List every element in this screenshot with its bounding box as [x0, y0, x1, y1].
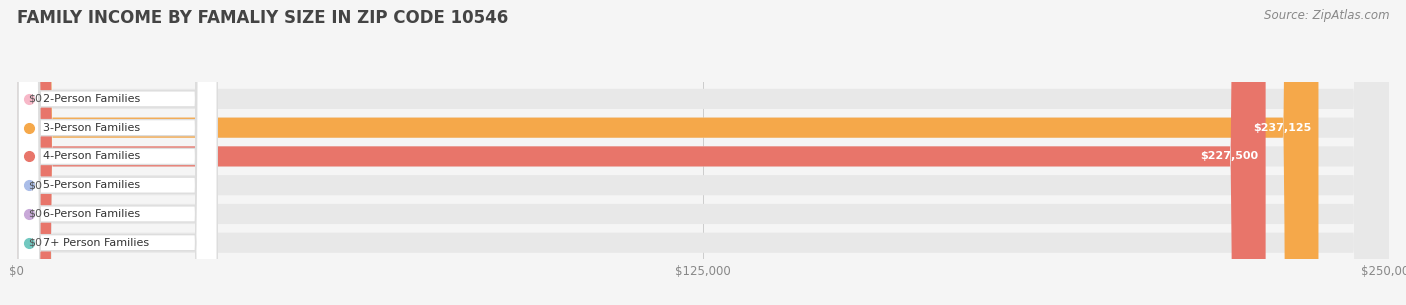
FancyBboxPatch shape: [18, 0, 217, 305]
FancyBboxPatch shape: [17, 0, 1389, 305]
FancyBboxPatch shape: [17, 0, 1389, 305]
Text: $0: $0: [28, 209, 42, 219]
FancyBboxPatch shape: [18, 0, 217, 305]
Text: 2-Person Families: 2-Person Families: [44, 94, 141, 104]
Text: FAMILY INCOME BY FAMALIY SIZE IN ZIP CODE 10546: FAMILY INCOME BY FAMALIY SIZE IN ZIP COD…: [17, 9, 508, 27]
Text: $0: $0: [28, 180, 42, 190]
Text: $0: $0: [28, 238, 42, 248]
Text: $0: $0: [28, 94, 42, 104]
FancyBboxPatch shape: [18, 0, 217, 305]
FancyBboxPatch shape: [18, 0, 217, 305]
Text: Source: ZipAtlas.com: Source: ZipAtlas.com: [1264, 9, 1389, 22]
FancyBboxPatch shape: [17, 0, 1265, 305]
Text: 3-Person Families: 3-Person Families: [44, 123, 141, 133]
Text: $237,125: $237,125: [1253, 123, 1312, 133]
Text: $227,500: $227,500: [1201, 151, 1258, 161]
FancyBboxPatch shape: [17, 0, 1389, 305]
Text: 6-Person Families: 6-Person Families: [44, 209, 141, 219]
FancyBboxPatch shape: [18, 0, 217, 305]
FancyBboxPatch shape: [18, 0, 217, 305]
Text: 4-Person Families: 4-Person Families: [44, 151, 141, 161]
Text: 7+ Person Families: 7+ Person Families: [44, 238, 149, 248]
FancyBboxPatch shape: [17, 0, 1389, 305]
FancyBboxPatch shape: [17, 0, 1389, 305]
Text: 5-Person Families: 5-Person Families: [44, 180, 141, 190]
FancyBboxPatch shape: [17, 0, 1319, 305]
FancyBboxPatch shape: [17, 0, 1389, 305]
